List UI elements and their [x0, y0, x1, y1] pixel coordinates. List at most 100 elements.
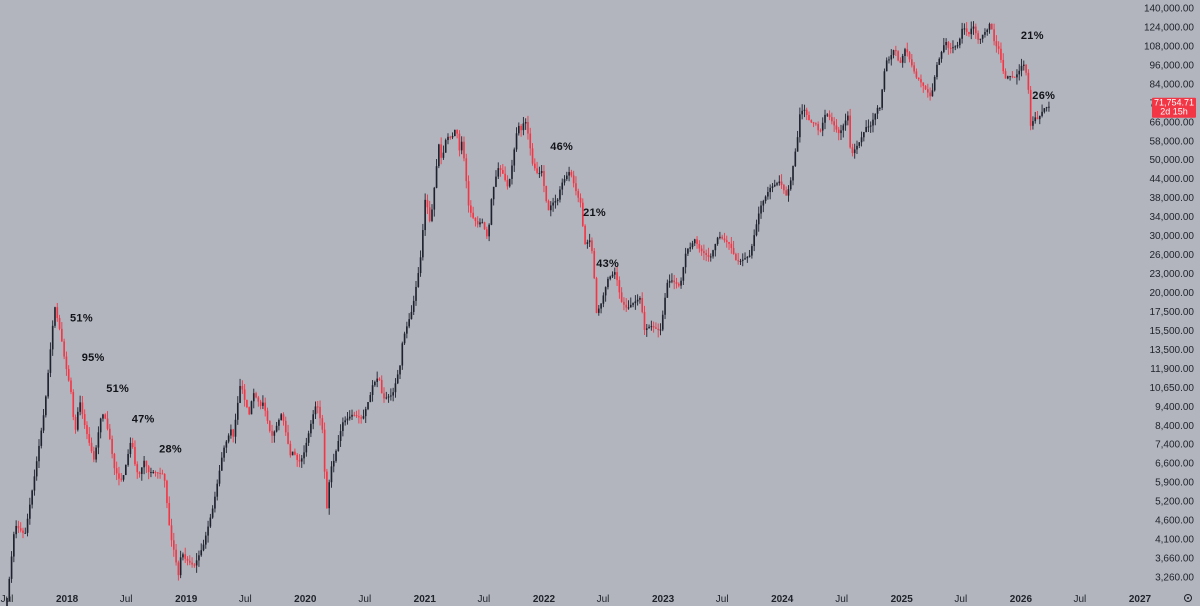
candle	[529, 127, 532, 156]
x-tick-label: 2023	[652, 594, 675, 605]
candle	[118, 466, 120, 486]
candle	[26, 513, 29, 537]
candle	[513, 147, 516, 172]
y-tick-label: 108,000.00	[1144, 41, 1194, 52]
candle	[908, 51, 911, 63]
candle	[470, 200, 472, 218]
y-tick-label: 6,600.00	[1155, 459, 1194, 470]
settings-icon[interactable]	[1184, 594, 1192, 602]
candle	[239, 378, 241, 404]
candle	[266, 407, 269, 424]
candle	[262, 395, 264, 410]
candle	[773, 179, 776, 188]
y-tick-label: 50,000.00	[1150, 155, 1195, 166]
last-price-value: 71,754.71	[1154, 98, 1194, 108]
candle	[1043, 108, 1046, 114]
candle	[438, 143, 440, 169]
y-tick-label: 96,000.00	[1150, 60, 1195, 71]
candle	[767, 186, 769, 200]
candle	[769, 184, 771, 200]
candle	[1020, 58, 1023, 77]
candle	[545, 185, 548, 203]
candle	[19, 522, 22, 533]
candle	[154, 470, 157, 477]
candle	[209, 513, 212, 528]
candle	[696, 236, 698, 249]
candle	[842, 123, 845, 138]
candle	[506, 175, 509, 190]
candle	[885, 57, 888, 72]
candle	[922, 82, 925, 93]
candle	[252, 388, 255, 409]
candle	[677, 282, 680, 288]
candle	[703, 244, 705, 261]
candle	[246, 399, 248, 409]
candle	[38, 439, 40, 468]
candle	[86, 421, 88, 440]
candle	[634, 295, 637, 310]
candle	[474, 217, 477, 227]
y-tick-label: 23,000.00	[1150, 269, 1195, 280]
candle	[54, 306, 56, 328]
x-tick-label: 2027	[1129, 594, 1152, 605]
candle	[127, 449, 129, 467]
candle	[680, 277, 682, 289]
candle	[109, 424, 111, 441]
candle	[632, 302, 634, 308]
candle	[319, 400, 321, 426]
candle	[895, 45, 897, 56]
candle	[495, 170, 497, 188]
candle	[166, 479, 168, 509]
candle	[853, 143, 856, 159]
y-tick-label: 26,000.00	[1150, 250, 1195, 261]
candle	[287, 424, 289, 445]
candle	[415, 281, 417, 306]
candle	[259, 399, 262, 410]
candle	[780, 174, 783, 189]
candle	[214, 491, 216, 513]
candle	[661, 310, 664, 332]
candle	[225, 440, 228, 454]
candle	[385, 391, 388, 400]
y-tick-label: 20,000.00	[1150, 288, 1195, 299]
candle	[426, 194, 429, 215]
candle	[1045, 106, 1048, 112]
candle	[1038, 115, 1041, 125]
candle	[511, 159, 513, 185]
candle	[47, 369, 49, 399]
candle	[449, 135, 452, 140]
candle	[856, 140, 858, 155]
candle	[810, 119, 813, 124]
candle	[629, 297, 632, 308]
candle	[796, 130, 799, 152]
candle	[198, 550, 200, 567]
candle	[867, 119, 870, 133]
candle	[358, 409, 360, 424]
candle	[837, 126, 840, 141]
candle	[776, 181, 778, 187]
drawdown-label: 51%	[70, 312, 93, 324]
candle	[451, 132, 454, 140]
candle	[844, 113, 847, 131]
candle	[723, 232, 726, 243]
candle	[13, 531, 15, 563]
candle	[486, 226, 488, 239]
candle	[917, 77, 920, 81]
drawdown-label: 26%	[1032, 90, 1055, 102]
candle	[497, 162, 500, 180]
candle	[6, 598, 8, 606]
candle	[613, 267, 616, 280]
candle	[755, 219, 758, 237]
candle	[307, 430, 310, 446]
y-tick-label: 66,000.00	[1150, 117, 1195, 128]
candle	[1004, 68, 1007, 79]
candle	[648, 324, 650, 329]
candle	[584, 224, 586, 245]
candle	[177, 560, 180, 581]
candle	[278, 418, 280, 431]
candle	[945, 38, 947, 50]
candle	[682, 266, 685, 285]
candle	[156, 472, 159, 479]
candle	[444, 138, 447, 153]
